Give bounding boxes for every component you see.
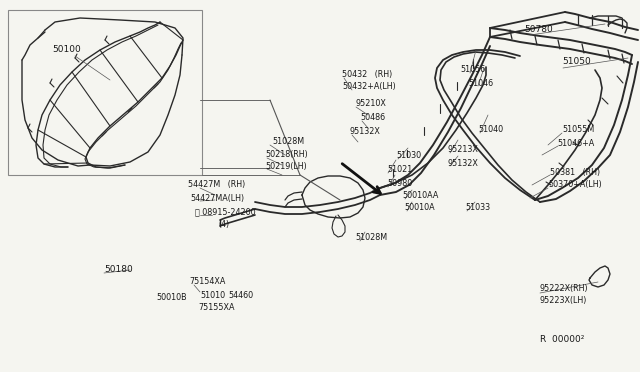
Text: 51010: 51010 [200, 291, 225, 299]
Text: 54427M   (RH): 54427M (RH) [188, 180, 245, 189]
Text: 50780: 50780 [524, 26, 553, 35]
Text: 51056: 51056 [460, 65, 485, 74]
Text: 95132X: 95132X [448, 158, 479, 167]
Text: 95222X(RH): 95222X(RH) [540, 283, 589, 292]
Text: 51030: 51030 [396, 151, 421, 160]
Text: 50218(RH): 50218(RH) [265, 151, 308, 160]
Text: 51050: 51050 [562, 58, 591, 67]
Text: 50381   (RH): 50381 (RH) [550, 167, 600, 176]
Text: (4): (4) [218, 219, 229, 228]
Text: 50370+A(LH): 50370+A(LH) [548, 180, 602, 189]
Bar [8, 10, 202, 175]
Text: 51046: 51046 [468, 78, 493, 87]
Text: 50010B: 50010B [156, 294, 187, 302]
Text: 51033: 51033 [465, 203, 490, 212]
Text: 50219(LH): 50219(LH) [265, 161, 307, 170]
Text: 50432   (RH): 50432 (RH) [342, 71, 392, 80]
Text: 95213X: 95213X [447, 145, 478, 154]
Text: 54460: 54460 [228, 291, 253, 299]
Text: 50180: 50180 [104, 266, 132, 275]
Text: 50980: 50980 [387, 180, 412, 189]
Text: 51021: 51021 [387, 166, 412, 174]
Text: 95132X: 95132X [350, 128, 381, 137]
Text: 50010A: 50010A [404, 203, 435, 212]
Text: 50486: 50486 [360, 113, 385, 122]
Text: 50010AA: 50010AA [402, 192, 438, 201]
Text: R  00000²: R 00000² [540, 336, 584, 344]
Text: 51028M: 51028M [272, 138, 304, 147]
Text: 51040: 51040 [478, 125, 503, 135]
Text: 51046+A: 51046+A [557, 138, 595, 148]
Text: 50100: 50100 [52, 45, 81, 55]
Text: 95223X(LH): 95223X(LH) [540, 295, 588, 305]
Text: Ⓦ 08915-24200: Ⓦ 08915-24200 [195, 208, 255, 217]
Text: 51055M: 51055M [562, 125, 595, 135]
Text: 75155XA: 75155XA [198, 304, 234, 312]
Text: 95210X: 95210X [356, 99, 387, 109]
Text: 50432+A(LH): 50432+A(LH) [342, 83, 396, 92]
Text: 51028M: 51028M [355, 234, 387, 243]
Text: 54427MA(LH): 54427MA(LH) [190, 193, 244, 202]
Text: 75154XA: 75154XA [189, 278, 225, 286]
